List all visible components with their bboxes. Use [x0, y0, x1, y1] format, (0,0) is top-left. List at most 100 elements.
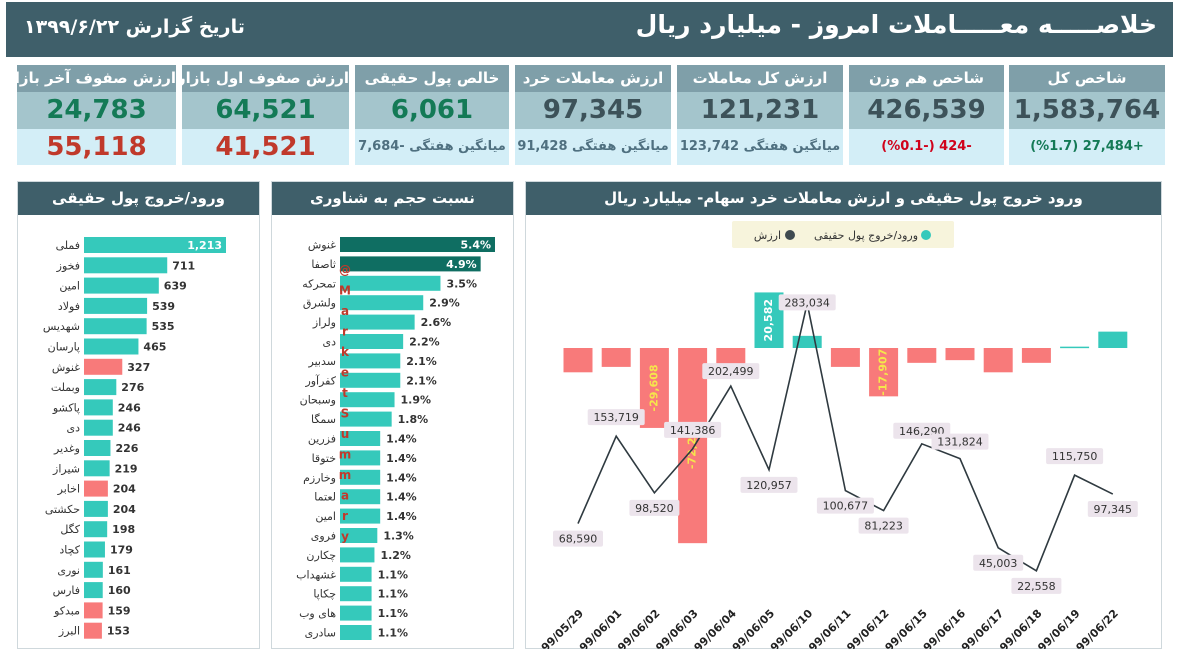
money-flow-bar — [84, 257, 168, 274]
bar-category-label: غنوش — [52, 361, 80, 374]
line-data-label: 202,499 — [702, 363, 760, 380]
line-label-text: 120,957 — [746, 479, 792, 492]
bar-category-label: وغدیر — [53, 442, 80, 455]
bar-category-label: فملی — [56, 239, 80, 252]
line-label-text: 283,034 — [784, 296, 830, 309]
legend-label: ورود/خروج پول حقیقی — [814, 229, 918, 242]
kpi-label: شاخص کل — [1009, 65, 1165, 92]
bar-category-label: دی — [66, 422, 80, 435]
page-header: خلاصـــــه معـــــاملات امروز - میلیارد … — [6, 2, 1173, 57]
money-flow-bar — [84, 318, 147, 335]
bar-value-label: 1.2% — [380, 549, 411, 562]
float-ratio-bar — [340, 237, 495, 252]
money-flow-bar — [84, 277, 159, 294]
line-data-label: 283,034 — [778, 294, 836, 311]
line-data-label: 81,223 — [858, 517, 909, 534]
float-ratio-bar — [340, 450, 381, 466]
flow-bar — [1098, 331, 1128, 348]
watermark-letter: k — [341, 345, 350, 359]
bar-category-label: های وب — [299, 607, 336, 620]
bar-value-label: 2.2% — [409, 336, 440, 349]
watermark-letter: t — [342, 386, 348, 400]
money-flow-bar — [84, 297, 148, 314]
bar-value-label: 1.1% — [378, 627, 409, 640]
combo-chart-title: ورود خروج پول حقیقی و ارزش معاملات خرد س… — [526, 182, 1161, 215]
chart-legend: ورود/خروج پول حقیقی ارزش — [732, 221, 954, 248]
line-label-text: 100,677 — [823, 500, 869, 513]
money-flow-bar — [84, 237, 226, 253]
line-data-label: 141,386 — [664, 421, 722, 438]
bar-category-label: فخوز — [56, 259, 80, 272]
bar-category-label: شهدیس — [43, 320, 80, 333]
kpi-subvalue: 41,521 — [182, 129, 349, 165]
flow-bar — [983, 348, 1013, 373]
watermark-letter: a — [341, 489, 349, 503]
kpi-subvalue: میانگین هفتگی 91,428 — [515, 129, 671, 165]
kpi-card: ارزش معاملات خرد 97,345 میانگین هفتگی 91,4… — [515, 65, 671, 165]
float-ratio-bar — [340, 353, 401, 369]
bar-category-label: ولراز — [312, 316, 336, 329]
bar-category-label: نوری — [57, 564, 80, 577]
kpi-card: شاخص کل 1,583,764 +27,484 (%1.7) — [1009, 65, 1165, 165]
kpi-label: ارزش صفوف اول بازار — [182, 65, 349, 92]
line-label-background — [1087, 501, 1138, 518]
money-flow-bar — [84, 541, 105, 558]
bar-value-label: 1.4% — [386, 491, 417, 504]
line-label-text: 68,590 — [559, 533, 598, 546]
line-label-background — [740, 476, 798, 493]
kpi-value: 426,539 — [849, 92, 1004, 129]
money-flow-bar — [84, 521, 108, 538]
float-ratio-bar — [340, 528, 378, 543]
float-ratio-bar — [340, 625, 372, 640]
line-label-background — [816, 497, 874, 514]
bar-value-label: 160 — [108, 584, 131, 597]
bar-category-label: وخارزم — [303, 471, 336, 484]
bar-value-label: 1.1% — [378, 568, 409, 581]
bar-value-label: 1.4% — [386, 452, 417, 465]
bar-value-label: 153 — [107, 625, 130, 638]
float-ratio-bar — [340, 392, 395, 408]
flow-bar — [945, 348, 975, 361]
kpi-subvalue: میانگین هفتگی -7,684 — [355, 129, 509, 165]
money-flow-bar — [84, 500, 108, 517]
bar-value-label: 276 — [121, 381, 144, 394]
line-label-background — [778, 294, 836, 311]
line-label-background — [587, 409, 645, 426]
bar-category-label: وسبحان — [300, 394, 336, 407]
kpi-label: خالص پول حقیقی — [355, 65, 509, 92]
money-flow-bar — [84, 480, 108, 497]
bar-category-label: غشهداب — [296, 568, 336, 581]
flow-bar — [1060, 346, 1090, 349]
bar-category-label: امین — [315, 510, 336, 523]
line-label-text: 98,520 — [635, 502, 674, 515]
bar-category-label: مبدکو — [53, 604, 80, 617]
flow-bar — [601, 348, 631, 367]
float-ratio-bar — [340, 372, 401, 388]
bar-value-label: 204 — [113, 483, 136, 496]
bar-value-label: 539 — [152, 300, 175, 313]
money-flow-title: ورود/خروج پول حقیقی — [18, 182, 259, 215]
watermark-letter: M — [339, 284, 351, 298]
line-label-text: 81,223 — [864, 520, 903, 533]
line-label-background — [1011, 577, 1062, 594]
bar-value-label: 2.1% — [406, 374, 437, 387]
watermark-letter: y — [341, 530, 349, 544]
float-ratio-bar — [340, 586, 372, 602]
legend-marker — [785, 230, 795, 240]
bar-value-label: 219 — [115, 462, 138, 475]
bar-value-label: 246 — [118, 422, 141, 435]
kpi-value: 97,345 — [515, 92, 671, 129]
bar-category-label: سادری — [305, 627, 336, 640]
bar-category-label: ختوقا — [312, 452, 336, 465]
money-flow-bar — [84, 358, 123, 375]
bar-category-label: اخابر — [57, 483, 80, 496]
line-label-background — [629, 499, 680, 516]
bar-category-label: فولاد — [58, 300, 80, 313]
watermark-letter: u — [341, 427, 350, 441]
bar-category-label: تمحرکه — [302, 277, 336, 290]
bar-category-label: ولشرق — [303, 297, 336, 310]
money-flow-bar — [84, 561, 103, 578]
watermark-letter: a — [341, 304, 349, 318]
bar-category-label: کچاد — [59, 544, 80, 557]
money-flow-bar — [84, 379, 117, 396]
